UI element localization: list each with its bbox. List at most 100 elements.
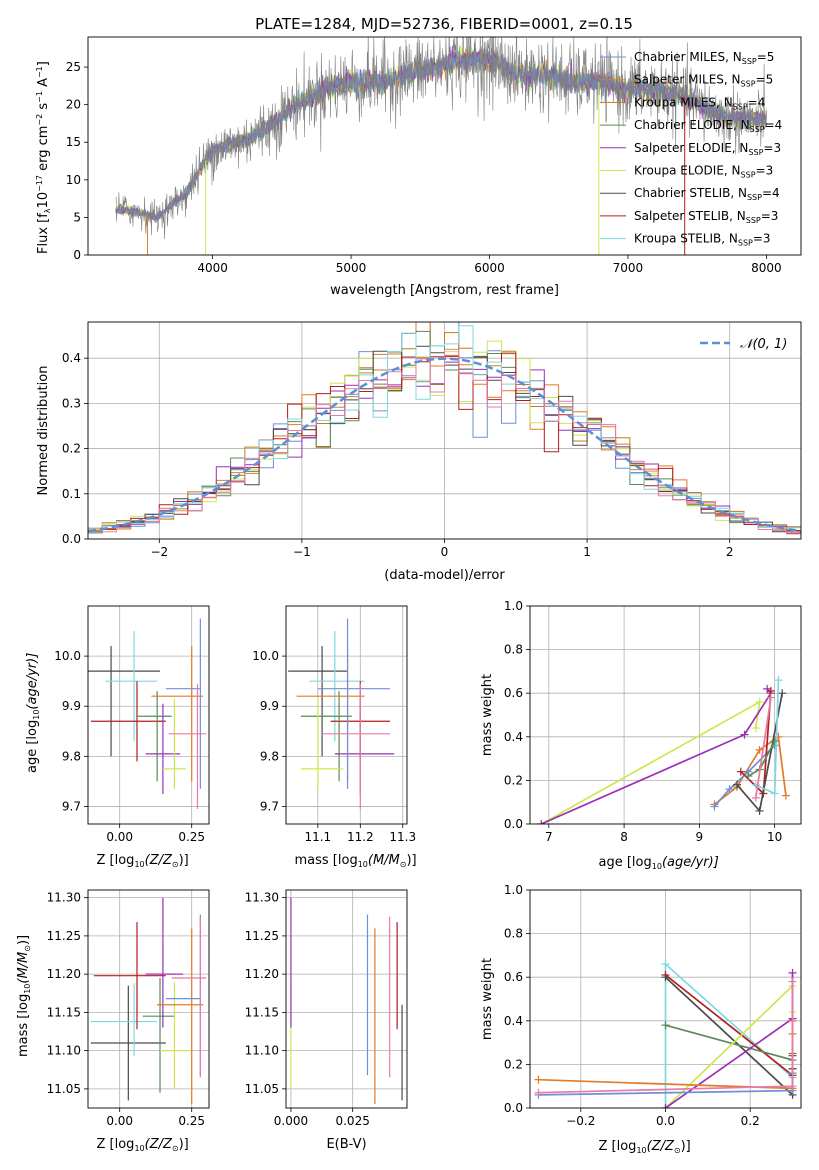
weight-line-1 [664, 974, 794, 1078]
legend-label: 𝒩(0, 1) [740, 337, 787, 352]
x-tick-label: −2 [150, 545, 168, 559]
x-tick-label: 11.2 [347, 830, 374, 844]
weight-marker-5-2 [778, 689, 787, 698]
panels: 4000 5000 6000 7000 80000510152025wavelength… [16, 36, 802, 1155]
y-tick-label: 0.4 [62, 351, 81, 365]
weight-marker-1-0 [537, 820, 546, 824]
x-tick-label: 0.2 [741, 1114, 760, 1128]
y-tick-label: 11.20 [47, 967, 81, 981]
y-tick-label: 0.8 [504, 643, 523, 657]
y-tick-label: 11.25 [47, 929, 81, 943]
y-tick-label: 0.6 [504, 686, 523, 700]
x-axis-label: mass [log10(M/M⊙)] [295, 853, 417, 869]
y-tick-label: 15 [66, 135, 81, 149]
legend-label: Salpeter MILES, NSSP=5 [634, 73, 773, 89]
x-axis-label: Z [log10(Z/Z⊙)] [97, 853, 189, 869]
y-tick-label: 20 [66, 98, 81, 112]
weight-line-3 [665, 1024, 794, 1062]
x-tick-label: 8000 [751, 261, 782, 275]
y-tick-label: 11.15 [47, 1005, 81, 1019]
y-tick-label: 0.4 [504, 730, 523, 744]
legend-label: Salpeter ELODIE, NSSP=3 [634, 141, 781, 157]
axes-frame [87, 889, 210, 1109]
weight-marker-2-4 [781, 791, 790, 800]
y-tick-label: 9.9 [62, 699, 81, 713]
x-tick-label: 0.00 [106, 830, 133, 844]
weight-marker-6-0 [534, 1075, 543, 1084]
weight-marker-5-1 [755, 806, 764, 815]
y-tick-label: 11.15 [245, 1005, 279, 1019]
x-tick-label: 7000 [613, 261, 644, 275]
normal-curve [88, 357, 801, 533]
y-tick-label: 11.30 [245, 891, 279, 905]
y-tick-label: 11.05 [47, 1082, 81, 1096]
y-tick-label: 0.0 [62, 532, 81, 546]
y-tick-label: 0.0 [504, 817, 523, 831]
legend-label: Kroupa STELIB, NSSP=3 [634, 232, 771, 248]
y-tick-label: 10.0 [54, 649, 81, 663]
y-tick-label: 25 [66, 60, 81, 74]
y-tick-label: 0.2 [504, 773, 523, 787]
panel-weight-vs-age: 7 8 9 10 0.0 0.2 0.4 0.6 0.8 1.0 age [log10(age/yr… [480, 599, 802, 871]
legend-label: Kroupa MILES, NSSP=4 [634, 95, 765, 111]
x-tick-label: −0.2 [566, 1114, 595, 1128]
axes-frame [529, 605, 802, 825]
spectrum-data [115, 37, 767, 240]
x-tick-label: 9 [696, 830, 704, 844]
weight-marker-8-2 [788, 977, 797, 986]
weight-marker-1-1 [740, 730, 749, 739]
weight-marker-7-2 [770, 737, 779, 746]
y-tick-label: 5 [73, 210, 81, 224]
weight-marker-5-0 [733, 780, 742, 789]
weight-marker-4-0 [736, 767, 745, 776]
y-tick-label: 0.8 [504, 927, 523, 941]
weight-marker-8-1 [766, 693, 775, 702]
panel-mass-vs-Z: 0.00 0.25 11.05 11.10 11.15 11.20 11.25 11.30 Z … [16, 889, 210, 1153]
x-tick-label: 10 [767, 830, 782, 844]
x-tick-label: 6000 [474, 261, 505, 275]
x-tick-label: 0.025 [335, 1114, 369, 1128]
weight-marker-0-2 [751, 724, 760, 733]
y-tick-label: 0.3 [62, 396, 81, 410]
y-tick-label: 9.8 [260, 749, 279, 763]
plot-area [88, 606, 209, 824]
y-tick-label: 0.2 [504, 1057, 523, 1071]
weight-marker-3-0 [661, 1021, 670, 1030]
figure-title: PLATE=1284, MJD=52736, FIBERID=0001, z=0… [255, 15, 633, 33]
panel-mass-vs-ebv: 0.000 0.025 11.05 11.10 11.15 11.20 11.25 11.30… [245, 889, 408, 1152]
panel-age-vs-mass: 11.1 11.2 11.3 9.7 9.8 9.9 10.0 mass [log10(M/M… [252, 605, 417, 869]
y-tick-label: 0.4 [504, 1014, 523, 1028]
x-axis-label: E(B-V) [326, 1137, 366, 1152]
x-tick-label: 7 [545, 830, 553, 844]
x-tick-label: 0.00 [106, 1114, 133, 1128]
y-tick-label: 0.1 [62, 487, 81, 501]
y-tick-label: 0.6 [504, 970, 523, 984]
weight-line-0 [540, 700, 761, 824]
legend-label: Chabrier STELIB, NSSP=4 [634, 186, 780, 202]
y-tick-label: 11.30 [47, 891, 81, 905]
weight-marker-0-1 [661, 960, 670, 969]
weight-line-8 [754, 697, 772, 798]
y-tick-label: 11.10 [245, 1044, 279, 1058]
weight-line-1 [540, 688, 772, 824]
x-tick-label: 1 [583, 545, 591, 559]
plot-area [88, 322, 801, 539]
weight-marker-3-0 [710, 802, 719, 811]
plot-area [115, 37, 767, 255]
axes-frame [285, 605, 408, 825]
weight-marker-8-1 [788, 1082, 797, 1091]
plot-area [530, 606, 801, 824]
y-tick-label: 9.8 [62, 749, 81, 763]
weight-marker-7-0 [744, 772, 753, 781]
weight-line-2 [664, 976, 794, 1097]
y-tick-label: 11.05 [245, 1082, 279, 1096]
x-tick-label: 5000 [336, 261, 367, 275]
weight-marker-2-0 [661, 973, 670, 982]
y-tick-label: 9.7 [62, 799, 81, 813]
y-axis-label: mass weight [480, 674, 495, 756]
axes-frame [87, 605, 210, 825]
x-tick-label: 0.25 [178, 830, 205, 844]
plot-area [286, 606, 407, 824]
x-tick-label: 2 [726, 545, 734, 559]
x-axis-label: age [log10(age/yr)] [599, 855, 719, 871]
